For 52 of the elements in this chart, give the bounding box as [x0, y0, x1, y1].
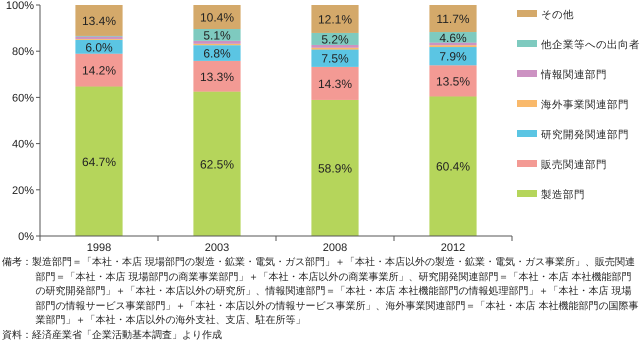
x-tick-label: 1998	[86, 242, 112, 254]
data-label: 11.7%	[436, 12, 470, 26]
bar	[429, 5, 477, 32]
bar	[193, 92, 241, 236]
legend-label: 他企業等への出向者	[541, 38, 640, 51]
bar	[311, 5, 359, 33]
data-label: 62.5%	[200, 157, 234, 172]
legend-label: その他	[541, 9, 574, 21]
data-label: 7.5%	[321, 52, 349, 66]
bar	[75, 5, 123, 36]
bar	[311, 44, 359, 48]
legend-label: 研究開発関連部門	[541, 128, 629, 141]
legend-label: 製造部門	[541, 188, 585, 201]
data-label: 5.1%	[203, 28, 231, 42]
legend-label: 販売関連部門	[541, 158, 607, 171]
data-label: 13.5%	[436, 74, 470, 88]
bar	[311, 100, 359, 236]
data-label: 7.9%	[439, 50, 467, 64]
data-label: 10.4%	[200, 10, 234, 25]
bar	[429, 96, 477, 236]
data-label: 6.0%	[85, 40, 113, 54]
data-label: 14.2%	[82, 64, 116, 78]
y-tick-label: 100%	[6, 0, 34, 12]
legend-label: 海外事業関連部門	[541, 98, 629, 111]
bar	[193, 60, 241, 92]
data-label: 12.1%	[318, 12, 352, 26]
data-label: 4.6%	[439, 30, 467, 45]
x-tick-label: 2008	[322, 242, 348, 254]
y-tick-label: 20%	[12, 184, 34, 197]
y-tick-label: 80%	[12, 46, 34, 58]
bar	[75, 54, 123, 87]
bar	[429, 42, 477, 46]
data-label: 58.9%	[318, 161, 352, 176]
data-label: 13.4%	[82, 14, 116, 28]
y-tick-label: 60%	[12, 92, 34, 104]
y-tick-label: 40%	[12, 138, 34, 151]
data-label: 64.7%	[82, 154, 116, 169]
data-label: 14.3%	[318, 76, 352, 91]
text: 資料：経済産業省「企業活動基本調査」より作成	[2, 328, 223, 342]
bar	[75, 86, 123, 236]
x-tick-label: 2012	[440, 242, 466, 254]
y-tick-label: 0%	[18, 231, 34, 243]
bar	[193, 40, 241, 44]
text: 備考：製造部門＝「本社・本店 現場部門の製造・鉱業・電気・ガス部門」＋「本社・本店以外の製造・鉱業・電気・ガス事業所」、販売関連部門＝「本社・本店 現場部門の商業事業部門」＋「本社・本店以外の商業事業所」、研究開発関連部門＝「本社・本店 本社機能部門の研究開発部門」＋「本社・本店以外の研究所」、情報関連部門＝「本社・本店 本社機能部門の情報処理部門」＋「本社・本店 現場部門の情報サービス事業部門」＋「本社・本店以外の情報サービス事業所」、海外事業関連部門＝「本社・本店 本社機能部門の国際事業部門」＋「本社・本店以外の海外支社、支店、駐在所等」	[2, 256, 640, 328]
legend-label: 情報関連部門	[540, 68, 607, 81]
bar	[429, 65, 477, 96]
x-tick-label: 2003	[204, 242, 230, 254]
data-label: 13.3%	[200, 70, 234, 84]
bar	[311, 66, 359, 100]
data-label: 60.4%	[436, 160, 470, 174]
data-label: 5.2%	[321, 32, 349, 46]
data-label: 6.8%	[203, 46, 231, 61]
